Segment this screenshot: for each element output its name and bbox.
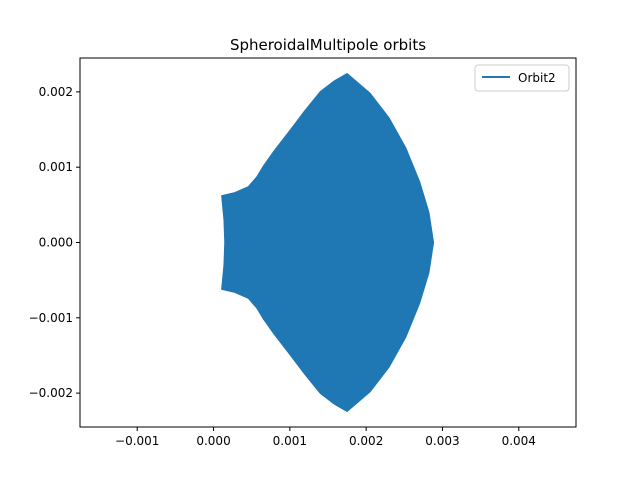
chart-title: SpheroidalMultipole orbits [230,36,426,54]
y-tick-label: 0.001 [39,160,73,174]
y-tick-label: −0.001 [29,311,73,325]
y-tick-label: 0.002 [39,85,73,99]
x-tick-label: 0.004 [502,434,536,448]
y-tick-label: −0.002 [29,386,73,400]
x-tick-label: 0.000 [196,434,230,448]
x-tick-label: −0.001 [115,434,159,448]
legend-box [474,64,570,92]
legend-label-orbit2: Orbit2 [518,71,556,85]
x-tick-label: 0.002 [349,434,383,448]
legend: Orbit2 [474,64,570,92]
y-tick-label: 0.000 [39,236,73,250]
x-tick-label: 0.003 [425,434,459,448]
orbit-region-series-0 [221,73,435,412]
series-layer [221,73,435,412]
x-tick-label: 0.001 [273,434,307,448]
x-axis: −0.001 0.000 0.001 0.002 0.003 0.004 [115,427,536,448]
y-axis: −0.002 −0.001 0.000 0.001 0.002 [29,85,80,400]
